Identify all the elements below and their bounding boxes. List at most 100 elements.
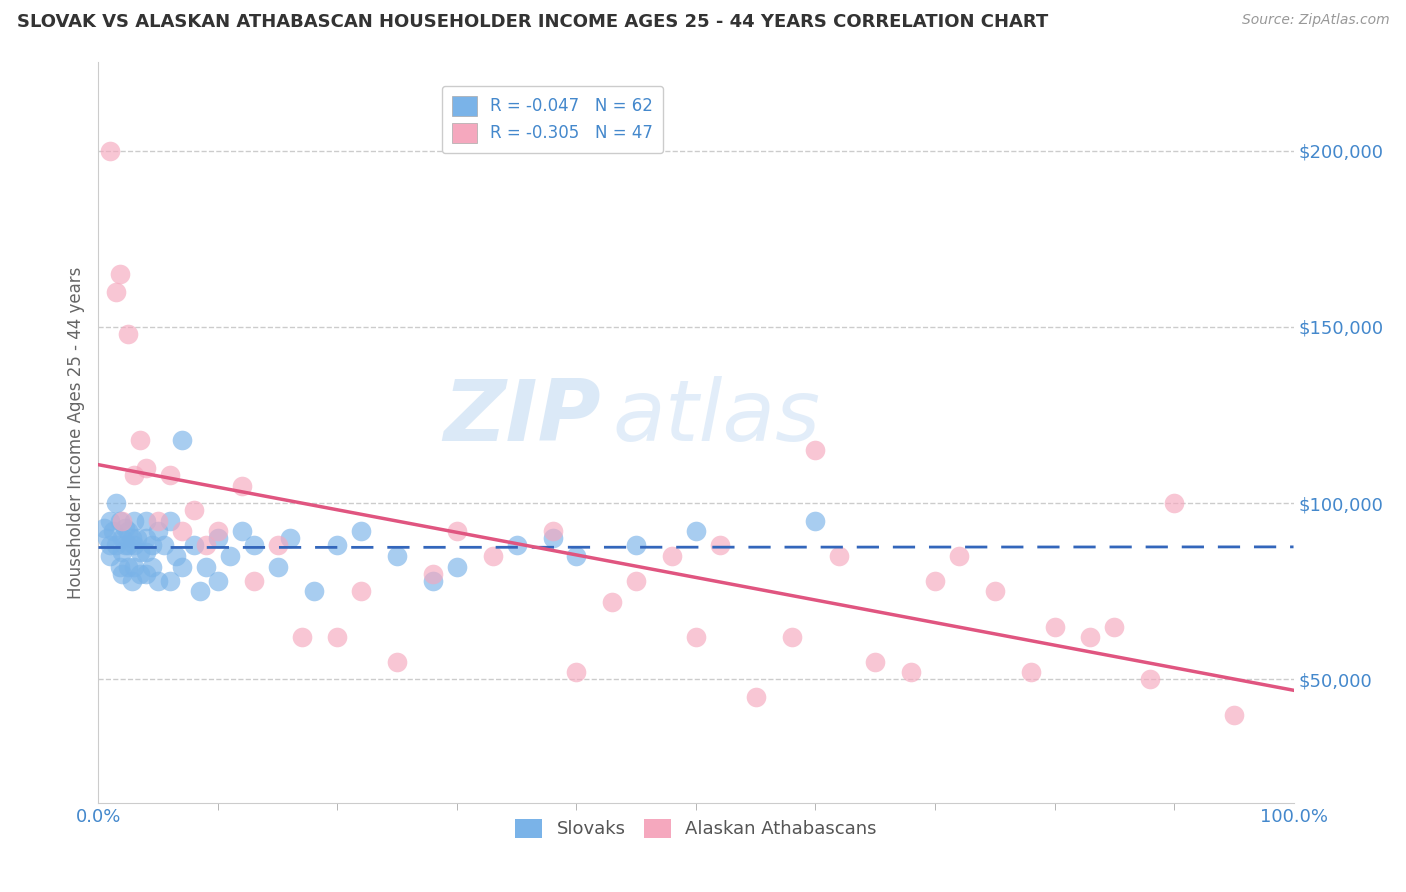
Point [267, 559, 290, 574]
Point [111, 566, 134, 581]
Point [111, 545, 134, 559]
Point [243, 538, 266, 552]
Point [121, 532, 143, 546]
Point [195, 559, 218, 574]
Point [446, 559, 468, 574]
Point [1223, 707, 1246, 722]
Point [172, 433, 194, 447]
Text: SLOVAK VS ALASKAN ATHABASCAN HOUSEHOLDER INCOME AGES 25 - 44 YEARS CORRELATION C: SLOVAK VS ALASKAN ATHABASCAN HOUSEHOLDER… [17, 13, 1047, 31]
Point [1139, 673, 1161, 687]
Point [446, 524, 468, 539]
Point [153, 538, 176, 552]
Point [1163, 496, 1185, 510]
Point [1043, 619, 1066, 633]
Point [111, 532, 134, 546]
Point [626, 538, 648, 552]
Point [219, 549, 242, 563]
Point [98, 549, 122, 563]
Point [159, 514, 181, 528]
Point [172, 524, 194, 539]
Y-axis label: Householder Income Ages 25 - 44 years: Householder Income Ages 25 - 44 years [66, 267, 84, 599]
Point [188, 584, 211, 599]
Point [135, 545, 157, 559]
Point [302, 584, 325, 599]
Point [195, 538, 218, 552]
Point [135, 461, 157, 475]
Point [148, 574, 170, 588]
Point [159, 467, 181, 482]
Point [141, 538, 163, 552]
Point [124, 559, 146, 574]
Point [124, 538, 146, 552]
Point [231, 524, 253, 539]
Point [207, 574, 229, 588]
Point [661, 549, 683, 563]
Point [804, 443, 827, 458]
Point [828, 549, 851, 563]
Point [108, 559, 131, 574]
Point [129, 566, 152, 581]
Point [96, 532, 118, 546]
Point [541, 524, 564, 539]
Point [326, 630, 349, 644]
Point [1080, 630, 1102, 644]
Point [129, 545, 152, 559]
Point [267, 538, 290, 552]
Point [117, 524, 139, 539]
Point [135, 566, 157, 581]
Point [709, 538, 731, 552]
Point [780, 630, 803, 644]
Point [165, 549, 187, 563]
Point [98, 514, 122, 528]
Point [804, 514, 827, 528]
Legend: R = -0.047   N = 62, R = -0.305   N = 47: R = -0.047 N = 62, R = -0.305 N = 47 [441, 86, 664, 153]
Point [129, 433, 152, 447]
Point [948, 549, 970, 563]
Point [326, 538, 349, 552]
Point [124, 467, 146, 482]
Point [565, 549, 588, 563]
Point [93, 521, 115, 535]
Point [231, 478, 253, 492]
Point [105, 496, 128, 510]
Point [685, 630, 707, 644]
Text: Source: ZipAtlas.com: Source: ZipAtlas.com [1241, 13, 1389, 28]
Point [135, 532, 157, 546]
Point [900, 665, 922, 680]
Point [350, 584, 373, 599]
Point [865, 655, 887, 669]
Point [125, 532, 148, 546]
Point [148, 514, 170, 528]
Point [101, 524, 124, 539]
Point [114, 538, 136, 552]
Point [422, 574, 444, 588]
Point [626, 574, 648, 588]
Point [291, 630, 314, 644]
Point [422, 566, 444, 581]
Point [506, 538, 529, 552]
Point [602, 595, 624, 609]
Point [183, 503, 205, 517]
Point [117, 538, 139, 552]
Point [183, 538, 205, 552]
Point [541, 532, 564, 546]
Point [685, 524, 707, 539]
Point [207, 532, 229, 546]
Point [385, 655, 409, 669]
Point [565, 665, 588, 680]
Point [207, 524, 229, 539]
Point [108, 267, 131, 281]
Point [385, 549, 409, 563]
Point [108, 514, 131, 528]
Point [172, 559, 194, 574]
Point [984, 584, 1007, 599]
Point [98, 144, 122, 158]
Point [117, 326, 139, 341]
Point [481, 549, 505, 563]
Text: atlas: atlas [613, 376, 820, 459]
Point [278, 532, 301, 546]
Point [117, 559, 139, 574]
Point [105, 285, 128, 299]
Point [121, 574, 143, 588]
Point [114, 521, 136, 535]
